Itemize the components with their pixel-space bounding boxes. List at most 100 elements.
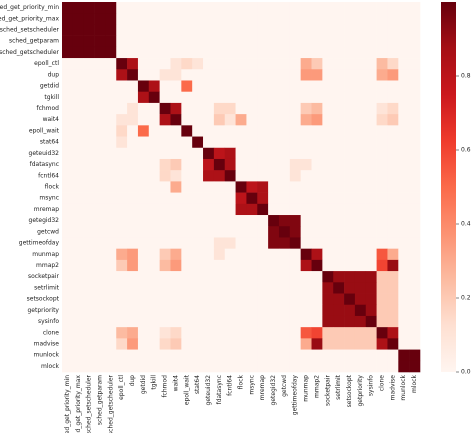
heatmap-cell — [62, 24, 74, 36]
heatmap-cell — [224, 349, 236, 362]
heatmap-cell — [289, 24, 301, 36]
heatmap-cell — [127, 80, 139, 92]
heatmap-cell — [83, 338, 95, 350]
heatmap-cell — [333, 114, 345, 126]
heatmap-cell — [354, 293, 367, 306]
heatmap-cell — [257, 24, 269, 36]
heatmap-cell — [170, 203, 182, 216]
heatmap-cell — [376, 35, 388, 48]
heatmap-cell — [246, 315, 258, 328]
heatmap-cell — [137, 181, 150, 193]
heatmap-cell — [235, 158, 247, 171]
heatmap-cell — [344, 304, 356, 317]
heatmap-cell — [344, 80, 356, 92]
heatmap-cell — [116, 226, 128, 238]
heatmap-cell — [235, 349, 247, 362]
heatmap-cell — [268, 248, 280, 261]
heatmap-cell — [224, 192, 236, 205]
heatmap-cell — [213, 293, 226, 306]
heatmap-cell — [105, 158, 117, 171]
heatmap-cell — [159, 215, 171, 227]
heatmap-cell — [311, 158, 323, 171]
heatmap-cell — [62, 114, 74, 126]
heatmap-cell — [137, 293, 150, 306]
heatmap-cell — [213, 282, 226, 294]
heatmap-cell — [300, 237, 312, 249]
heatmap-cell — [246, 293, 258, 306]
heatmap-cell — [137, 2, 150, 14]
heatmap-cell — [170, 80, 182, 92]
heatmap-cell — [148, 80, 160, 92]
heatmap-cell — [203, 271, 215, 283]
heatmap-cell — [289, 349, 301, 362]
heatmap-cell — [354, 304, 367, 317]
heatmap-cell — [311, 226, 323, 238]
heatmap-cell — [257, 147, 269, 160]
heatmap-cell — [94, 349, 106, 362]
heatmap-cell — [387, 360, 399, 373]
heatmap-cell — [105, 136, 117, 149]
heatmap-cell — [181, 304, 193, 317]
heatmap-cell — [94, 248, 106, 261]
heatmap-cell — [213, 338, 226, 350]
heatmap-cell — [398, 226, 410, 238]
heatmap-cell — [148, 58, 160, 70]
heatmap-cell — [62, 259, 74, 272]
heatmap-cell — [409, 170, 421, 182]
heatmap-cell — [137, 136, 150, 149]
heatmap-cell — [246, 215, 258, 227]
heatmap-cell — [159, 293, 171, 306]
heatmap-cell — [289, 35, 301, 48]
heatmap-cell — [235, 24, 247, 36]
heatmap-cell — [105, 271, 117, 283]
heatmap-cell — [278, 304, 291, 317]
heatmap-cell — [203, 203, 215, 216]
heatmap-cell — [159, 282, 171, 294]
heatmap-cell — [300, 58, 312, 70]
heatmap-cell — [333, 259, 345, 272]
heatmap-cell — [278, 327, 291, 339]
heatmap-cell — [409, 69, 421, 81]
heatmap-cell — [213, 2, 226, 14]
heatmap-cell — [105, 170, 117, 182]
heatmap-cell — [94, 58, 106, 70]
heatmap-cell — [170, 46, 182, 59]
heatmap-cell — [116, 282, 128, 294]
heatmap-cell — [311, 181, 323, 193]
heatmap-cell — [289, 2, 301, 14]
heatmap-cell — [257, 114, 269, 126]
heatmap-cell — [127, 158, 139, 171]
heatmap-cell — [105, 58, 117, 70]
heatmap-cell — [181, 69, 193, 81]
heatmap-cell — [137, 338, 150, 350]
heatmap-cell — [181, 2, 193, 14]
heatmap-cell — [94, 91, 106, 104]
heatmap-cell — [333, 338, 345, 350]
y-tick-label: mmap2 — [36, 262, 59, 269]
x-tick-label: sched_setscheduler — [86, 374, 93, 433]
y-tick-label: getegid32 — [29, 217, 60, 224]
heatmap-cell — [387, 226, 399, 238]
heatmap-cell — [278, 338, 291, 350]
heatmap-cell — [213, 248, 226, 261]
y-tick-label: madvise — [34, 340, 60, 347]
heatmap-cell — [94, 304, 106, 317]
heatmap-cell — [72, 91, 84, 104]
heatmap-cell — [148, 35, 160, 48]
x-tick-label: sysinfo — [368, 375, 375, 396]
heatmap-cell — [62, 91, 74, 104]
heatmap-cell — [170, 192, 182, 205]
heatmap-cell — [235, 282, 247, 294]
heatmap-cell — [105, 192, 117, 205]
heatmap-cell — [365, 35, 377, 48]
heatmap-cell — [300, 203, 312, 216]
heatmap-cell — [376, 114, 388, 126]
heatmap-cell — [127, 226, 139, 238]
heatmap-cell — [289, 147, 301, 160]
heatmap-cell — [159, 114, 171, 126]
heatmap-cell — [257, 315, 269, 328]
heatmap-cell — [148, 91, 160, 104]
heatmap-cell — [235, 91, 247, 104]
heatmap-cell — [116, 304, 128, 317]
heatmap-cell — [354, 349, 367, 362]
